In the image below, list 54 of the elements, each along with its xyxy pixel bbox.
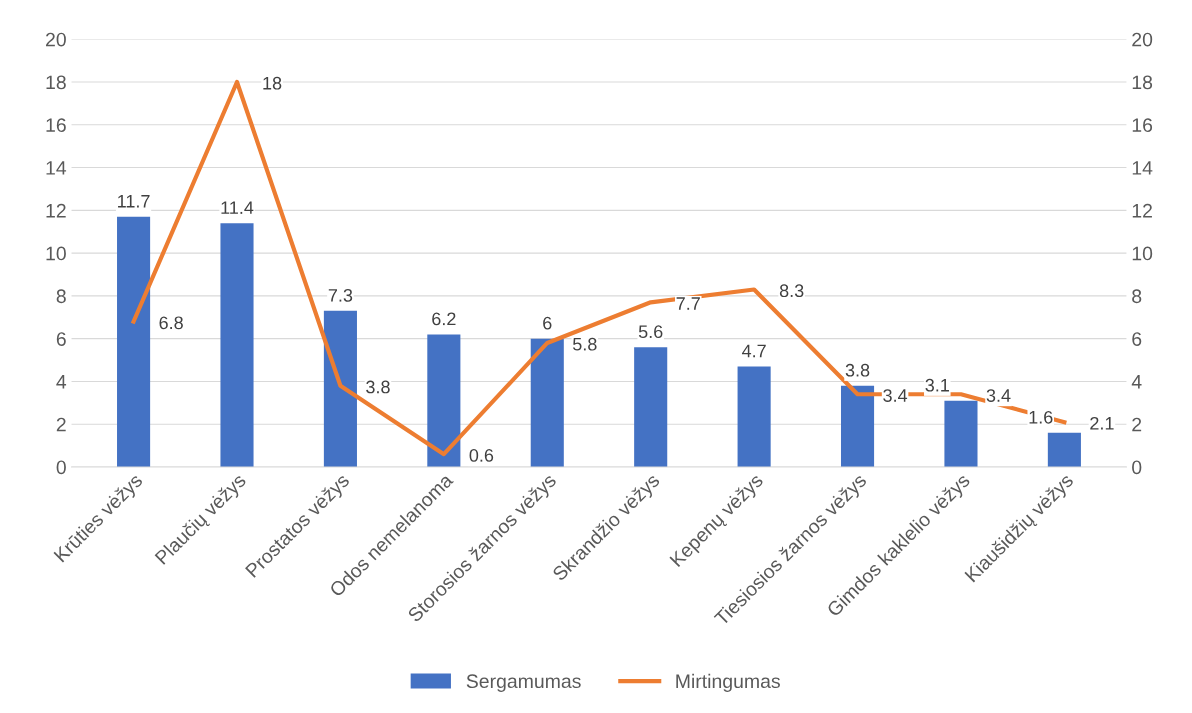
data-label: 5.6: [638, 325, 663, 339]
y2-tick-label: 2: [1132, 417, 1142, 432]
y2-tick-label: 8: [1132, 289, 1142, 304]
y2-tick-label: 14: [1132, 161, 1153, 175]
bar: [530, 338, 564, 468]
data-label: 7.7: [676, 297, 700, 310]
y-tick-label: 14: [46, 161, 67, 175]
legend-label: Mirtingumas: [676, 673, 780, 692]
data-label: 8.3: [779, 284, 804, 298]
bar: [427, 334, 461, 468]
bar: [117, 216, 151, 468]
y-tick-label: 16: [46, 118, 66, 133]
y-tick-label: 10: [46, 246, 66, 261]
y2-tick-label: 0: [1132, 460, 1142, 475]
y-tick-label: 20: [46, 32, 66, 47]
y-tick-label: 8: [56, 289, 66, 304]
y2-tick-label: 20: [1132, 32, 1153, 47]
data-label: 4.7: [741, 344, 766, 358]
data-label: 3.4: [883, 389, 908, 402]
y2-tick-label: 16: [1132, 118, 1153, 133]
bar: [220, 223, 254, 468]
bar: [944, 400, 978, 468]
y2-tick-label: 6: [1132, 332, 1142, 346]
data-label: 3.1: [925, 378, 949, 392]
data-label: 1.6: [1029, 410, 1053, 424]
data-label: 0.6: [469, 449, 494, 462]
y2-tick-label: 12: [1132, 203, 1152, 218]
data-label: 7.3: [328, 288, 353, 302]
data-label: 3.8: [845, 363, 870, 377]
bar: [840, 385, 875, 468]
legend-label: Sergamumas: [466, 674, 581, 692]
bar: [323, 310, 357, 468]
data-label: 3.4: [986, 389, 1011, 402]
y-tick-label: 0: [56, 460, 66, 475]
data-label: 6.8: [159, 316, 183, 330]
y-tick-label: 18: [46, 75, 66, 90]
y-tick-label: 2: [56, 417, 66, 432]
data-label: 11.4: [221, 201, 254, 214]
data-label: 2.1: [1090, 416, 1114, 430]
y2-tick-label: 18: [1132, 75, 1153, 90]
data-label: 6.2: [432, 312, 456, 326]
y2-tick-label: 4: [1131, 375, 1142, 389]
data-label: 3.8: [366, 380, 390, 394]
bar: [737, 366, 771, 468]
data-label: 5.8: [572, 337, 597, 351]
y-tick-label: 12: [46, 203, 66, 218]
y-tick-label: 6: [56, 332, 66, 346]
data-label: 6: [543, 316, 552, 330]
data-label: 18: [263, 76, 282, 90]
y2-tick-label: 10: [1132, 246, 1153, 261]
data-label: 11.7: [118, 195, 150, 208]
y-tick-label: 4: [56, 375, 67, 389]
bar: [1047, 432, 1081, 468]
bar: [634, 347, 668, 468]
